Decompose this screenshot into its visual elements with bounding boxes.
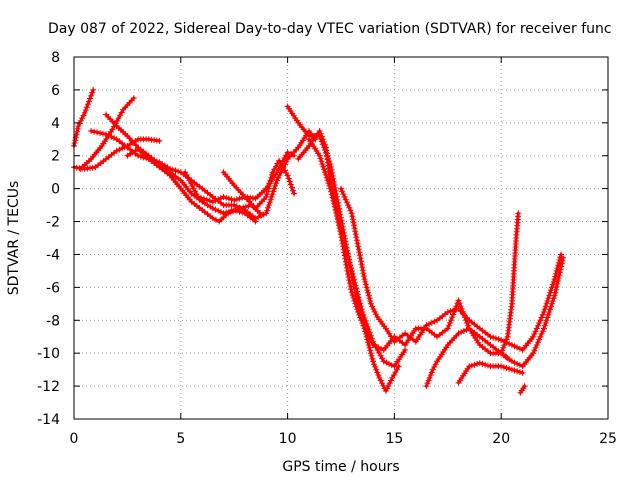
series-track-6 [124, 146, 265, 225]
series-markers [338, 185, 564, 353]
series-track-15 [498, 210, 522, 357]
plot-frame [73, 56, 609, 420]
series-line [307, 137, 407, 368]
y-tick-label: 2 [51, 149, 60, 165]
x-tick-label: 15 [385, 431, 403, 447]
y-tick-label: -8 [46, 313, 60, 329]
y-tick-label: -2 [46, 215, 60, 231]
x-tick-label: 0 [70, 431, 79, 447]
y-tick-label: -10 [37, 346, 60, 362]
series-markers [71, 86, 97, 149]
y-tick-label: 0 [51, 182, 60, 198]
x-tick-label: 20 [492, 431, 510, 447]
data-series [71, 86, 567, 396]
series-markers [103, 111, 259, 225]
series-track-11 [306, 136, 409, 370]
series-markers [124, 146, 265, 225]
series-track-4 [88, 128, 319, 222]
series-markers [220, 157, 297, 212]
series-track-14 [455, 360, 526, 386]
y-tick-label: -4 [46, 247, 60, 263]
series-markers [455, 360, 526, 386]
x-axis-label: GPS time / hours [282, 459, 399, 475]
axis-ticks: 0 5 10 15 20 25 -14 -12 -10 -8 -6 -4 -2 0 2 4 6 8 [37, 50, 617, 447]
y-tick-label: -12 [37, 379, 60, 395]
series-track-1 [71, 86, 97, 149]
y-tick-label: 8 [51, 50, 60, 66]
y-tick-label: 6 [51, 83, 60, 99]
series-track-12 [338, 185, 564, 353]
series-line [518, 384, 527, 395]
grid-lines [74, 57, 608, 419]
series-markers [498, 210, 522, 357]
x-tick-label: 25 [599, 431, 617, 447]
series-markers [306, 136, 409, 370]
y-axis-label: SDTVAR / TECUs [6, 181, 22, 296]
series-track-16 [517, 383, 528, 396]
x-tick-label: 5 [176, 431, 185, 447]
series-markers [517, 383, 528, 396]
series-markers [182, 149, 297, 205]
series-track-10 [295, 128, 567, 370]
x-tick-label: 10 [279, 431, 297, 447]
series-track-8 [220, 157, 297, 212]
y-tick-label: 4 [51, 116, 60, 132]
chart-title: Day 087 of 2022, Sidereal Day-to-day VTE… [48, 21, 612, 37]
y-tick-label: -14 [37, 412, 60, 428]
y-tick-label: -6 [46, 280, 60, 296]
